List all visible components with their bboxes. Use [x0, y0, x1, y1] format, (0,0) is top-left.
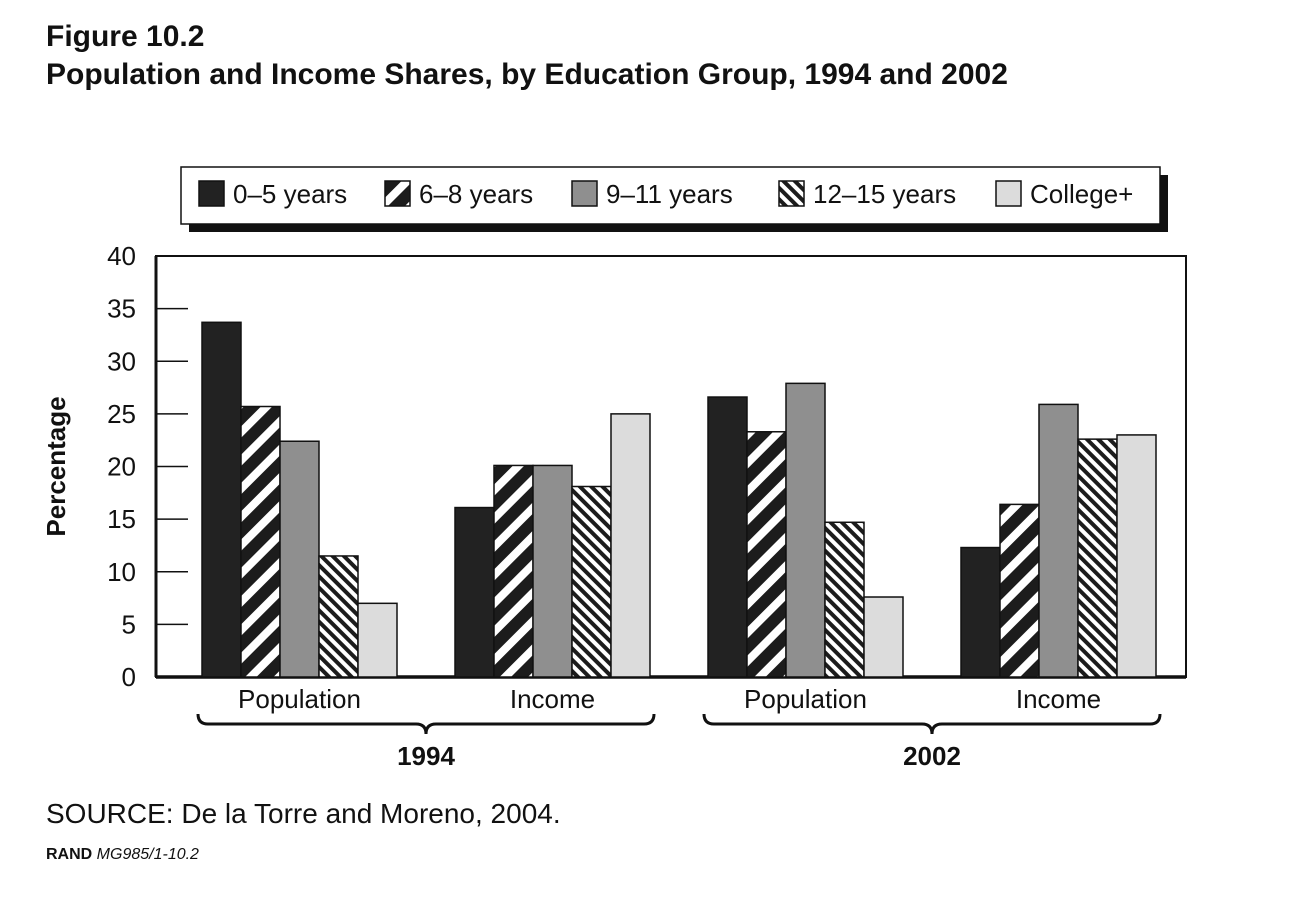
category-label: Population	[744, 684, 867, 714]
bar	[863, 596, 904, 678]
legend: 0–5 years 6–8 years 9–11 years 12–15 years C…	[180, 166, 1168, 232]
y-tick-label: 10	[107, 557, 136, 587]
y-tick-label: 25	[107, 399, 136, 429]
group-label: 1994	[397, 741, 455, 771]
figure-label: Figure 10.2	[46, 20, 205, 53]
bar	[746, 431, 787, 678]
bar	[493, 464, 534, 678]
y-axis-label: Percentage	[41, 396, 71, 536]
bar	[999, 503, 1040, 678]
bar	[454, 506, 495, 678]
group-label: 2002	[903, 741, 961, 771]
group-brace	[702, 713, 1162, 735]
legend-label: 0–5 years	[233, 179, 347, 209]
bar	[1116, 434, 1157, 678]
source-note: SOURCE: De la Torre and Moreno, 2004.	[46, 798, 561, 829]
bar	[532, 464, 573, 678]
y-tick-label: 20	[107, 452, 136, 482]
legend-swatch	[198, 180, 225, 207]
legend-swatch	[571, 180, 598, 207]
y-tick-label: 40	[107, 241, 136, 271]
plot-area: 0 5 10 15 20 25 30 35 40 Percentage Population Inco…	[41, 241, 1187, 771]
category-label: Income	[1016, 684, 1101, 714]
bar	[824, 521, 865, 678]
bar	[1038, 403, 1079, 678]
legend-label: 6–8 years	[419, 179, 533, 209]
legend-swatch	[995, 180, 1022, 207]
bar	[610, 413, 651, 678]
group-brace	[196, 713, 656, 735]
y-tick-label: 15	[107, 504, 136, 534]
credit-line: RAND MG985/1-10.2	[46, 846, 199, 864]
y-tick-label: 0	[122, 662, 136, 692]
bar	[279, 440, 320, 678]
legend-swatch	[778, 180, 805, 207]
bar	[571, 485, 612, 678]
y-tick-label: 30	[107, 346, 136, 376]
y-tick-label: 35	[107, 294, 136, 324]
credit-id: MG985/1-10.2	[96, 846, 199, 863]
category-label: Population	[238, 684, 361, 714]
bar	[240, 405, 281, 678]
credit-org: RAND	[46, 846, 93, 863]
bar	[785, 382, 826, 678]
bar	[960, 546, 1001, 678]
bar	[318, 555, 359, 678]
legend-label: 12–15 years	[813, 179, 956, 209]
y-tick-label: 5	[122, 609, 136, 639]
legend-label: 9–11 years	[606, 179, 733, 209]
legend-label: College+	[1030, 179, 1133, 209]
bar	[707, 396, 748, 678]
bar	[201, 321, 242, 678]
legend-swatch	[384, 180, 411, 207]
figure-title: Population and Income Shares, by Educati…	[46, 58, 1008, 91]
bar	[1077, 438, 1118, 678]
bar	[357, 602, 398, 678]
category-label: Income	[510, 684, 595, 714]
